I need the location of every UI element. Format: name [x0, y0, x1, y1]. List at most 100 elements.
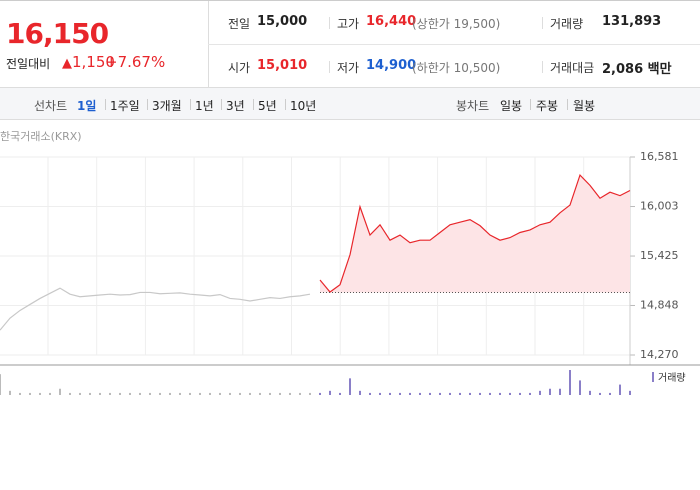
period-tab[interactable]: 5년: [258, 99, 277, 113]
volume-bar: [229, 392, 231, 395]
volume-bar: [199, 392, 201, 395]
volume-bar: [279, 392, 281, 395]
chart: 한국거래소(KRX) 16,581 16,003 15,425 14,848 14,270…: [0, 130, 700, 395]
divider: [329, 61, 330, 73]
legend-swatch: [652, 372, 654, 382]
y-tick-label: 14,270: [640, 348, 679, 361]
volume-bar: [79, 392, 81, 395]
change: ▲1,150: [62, 53, 115, 71]
change-pct: +7.67%: [105, 53, 166, 71]
period-tab[interactable]: 1년: [195, 99, 214, 113]
tab-bar: 선차트 1일 1주일 3개월 1년 3년 5년 10년 봉차트 일봉 주봉 월봉: [0, 88, 700, 120]
divider: [329, 17, 330, 29]
price-line: [319, 173, 631, 293]
volume-bar: [29, 392, 31, 395]
candle-tab[interactable]: 주봉: [536, 99, 559, 113]
period-tab[interactable]: 3개월: [152, 99, 182, 113]
volume-bar: [169, 392, 171, 395]
volume-bar: [439, 392, 441, 395]
volume-bar: [49, 392, 51, 395]
tab-divider: [147, 99, 148, 110]
volume-bar: [269, 392, 271, 395]
volume-bar: [299, 392, 301, 395]
volume-bar: [409, 392, 411, 395]
volume-bar: [349, 378, 351, 395]
volume-bar: [19, 392, 21, 395]
volume-bar: [319, 392, 321, 395]
y-tick-label: 16,581: [640, 150, 679, 163]
stat-label: 거래대금: [550, 61, 595, 75]
price-line: [0, 287, 311, 331]
stat-value: 131,893: [602, 14, 662, 29]
volume-bar: [449, 392, 451, 395]
volume-bar: [569, 370, 571, 395]
volume-bar: [39, 392, 41, 395]
volume-bar: [179, 392, 181, 395]
stat-value: 15,000: [257, 14, 308, 29]
volume-label: 거래량: [658, 372, 686, 384]
volume-bar: [219, 392, 221, 395]
change-value: 1,150: [72, 53, 115, 71]
price: 16,150: [6, 17, 109, 50]
volume-bar: [509, 392, 511, 395]
tab-divider: [530, 99, 531, 110]
volume-bar: [389, 392, 391, 395]
volume-bar: [519, 392, 521, 395]
quote-panel: 16,150 전일대비 ▲1,150 +7.67% 전일 15,000 고가 16,4…: [0, 0, 700, 88]
volume-bar: [189, 392, 191, 395]
stat-value: 16,440: [366, 14, 417, 29]
stat-label: 고가: [337, 17, 360, 31]
volume-bar: [309, 392, 311, 395]
volume-bar: [289, 392, 291, 395]
volume-bar: [419, 392, 421, 395]
candle-tab[interactable]: 월봉: [573, 99, 596, 113]
tab-label: 봉차트: [456, 99, 490, 113]
y-tick-label: 16,003: [640, 200, 679, 213]
stat-label: 시가: [228, 61, 251, 75]
tab-divider: [221, 99, 222, 110]
tab-label: 선차트: [34, 99, 68, 113]
stat-note: (상한가 19,500): [412, 17, 501, 31]
volume-bar: [359, 390, 361, 395]
volume-bar: [139, 392, 141, 395]
volume-bar: [209, 392, 211, 395]
divider: [542, 17, 543, 29]
volume-bar: [369, 392, 371, 395]
volume-bar: [119, 392, 121, 395]
stat-label: 전일: [228, 17, 251, 31]
divider: [208, 44, 700, 45]
volume-bar: [129, 392, 131, 395]
volume-bar: [379, 392, 381, 395]
area: [320, 175, 630, 293]
volume-bar: [479, 392, 481, 395]
volume-bar: [559, 388, 561, 395]
volume-bar: [499, 392, 501, 395]
volume-bar: [599, 392, 601, 395]
volume-bar: [159, 392, 161, 395]
candle-tab[interactable]: 일봉: [500, 99, 523, 113]
divider: [542, 61, 543, 73]
up-icon: ▲: [62, 56, 72, 71]
stat-note: (하한가 10,500): [412, 61, 501, 75]
volume-bar: [579, 380, 581, 395]
volume-bar: [89, 392, 91, 395]
volume-bar: [329, 390, 331, 395]
period-tab[interactable]: 1일: [77, 99, 97, 113]
volume-bar: [609, 392, 611, 395]
period-tab[interactable]: 1주일: [110, 99, 140, 113]
volume-bar: [239, 392, 241, 395]
volume-bar: [629, 390, 631, 395]
tab-divider: [567, 99, 568, 110]
volume-bar: [539, 390, 541, 395]
volume-bar: [529, 392, 531, 395]
period-tab[interactable]: 3년: [226, 99, 245, 113]
stat-label: 저가: [337, 61, 360, 75]
volume-bar: [0, 374, 1, 395]
volume-bar: [249, 392, 251, 395]
volume-bar: [429, 392, 431, 395]
volume-bar: [99, 392, 101, 395]
volume-bar: [9, 390, 11, 395]
stat-label: 거래량: [550, 17, 584, 31]
period-tab[interactable]: 10년: [290, 99, 317, 113]
volume-bar: [459, 392, 461, 395]
